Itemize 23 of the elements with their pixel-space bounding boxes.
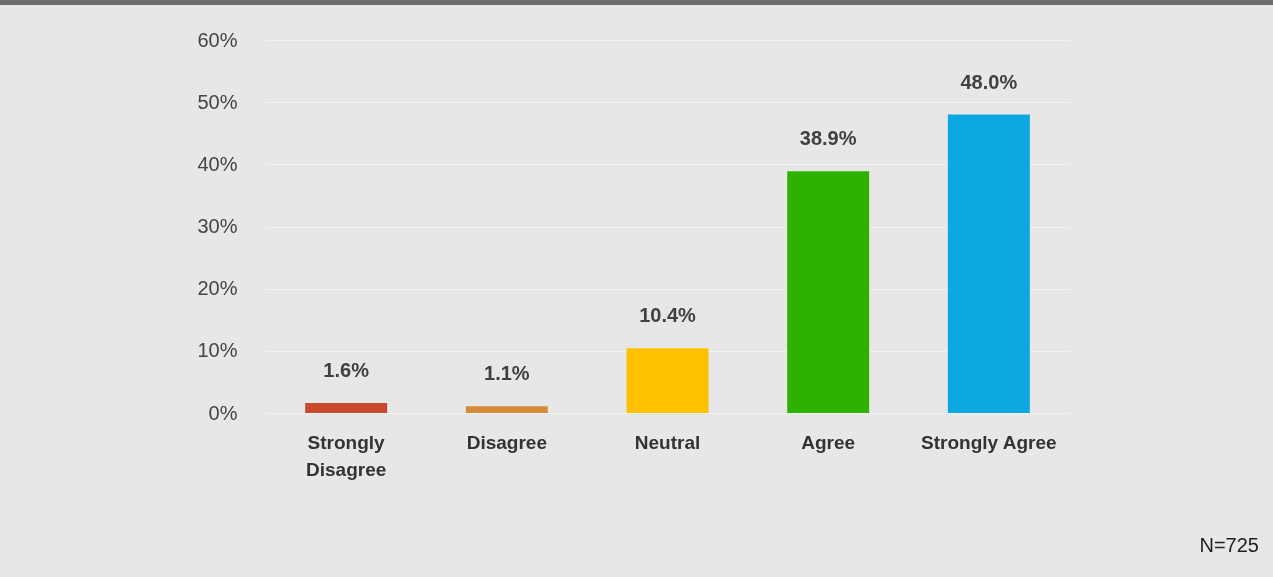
data-label: 1.6% bbox=[323, 359, 370, 382]
y-tick-label: 30% bbox=[197, 215, 238, 237]
y-tick-label: 0% bbox=[208, 401, 238, 424]
bar bbox=[305, 403, 388, 413]
data-label: 10.4% bbox=[639, 304, 697, 327]
data-label: 1.1% bbox=[484, 362, 530, 385]
y-tick-label: 60% bbox=[197, 28, 238, 51]
x-tick-label: Strongly Agree bbox=[921, 431, 1057, 453]
y-tick-label: 20% bbox=[197, 277, 238, 300]
bar bbox=[947, 114, 1030, 413]
text: N=725 bbox=[1199, 534, 1259, 557]
x-tick-label: Neutral bbox=[634, 431, 701, 453]
x-tick-label: Agree bbox=[801, 431, 856, 453]
x-tick-label: Disagree bbox=[466, 431, 547, 453]
y-tick-label: 50% bbox=[197, 90, 238, 113]
data-label: 48.0% bbox=[960, 70, 1018, 93]
y-tick-label: 10% bbox=[197, 339, 238, 362]
data-label: 38.9% bbox=[799, 127, 857, 150]
x-tick-label: Strongly Disagree bbox=[306, 431, 387, 480]
bar bbox=[787, 171, 870, 413]
y-tick-label: 40% bbox=[197, 152, 238, 175]
bar bbox=[626, 348, 709, 413]
bar bbox=[465, 406, 548, 413]
